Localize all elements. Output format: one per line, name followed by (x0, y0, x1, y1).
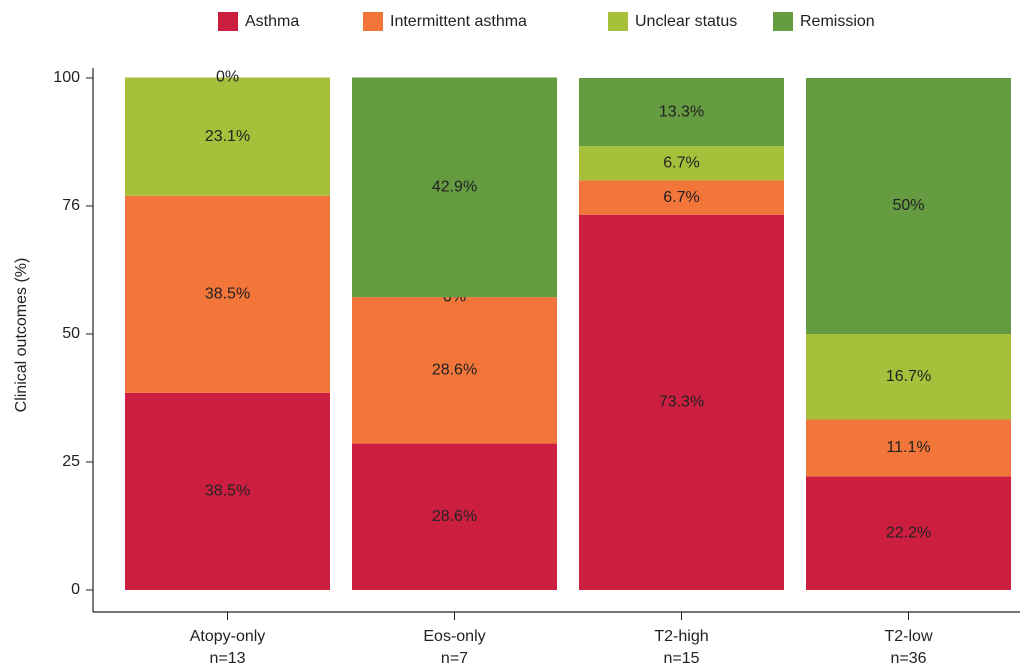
bar-segment (579, 78, 784, 147)
data-label: 28.6% (432, 362, 477, 379)
data-label: 23.1% (205, 128, 250, 145)
x-tick-label: Atopy-only (190, 628, 266, 645)
bar-segment (806, 334, 1011, 420)
data-label: 0% (216, 69, 239, 86)
bar-segment (806, 78, 1011, 334)
legend-swatch (608, 12, 628, 31)
bar-segment (352, 297, 557, 444)
data-label: 13.3% (659, 103, 704, 120)
y-tick-label: 100 (53, 69, 80, 86)
data-label: 22.2% (886, 524, 931, 541)
bar-segment (579, 146, 784, 181)
bar-segment (352, 77, 557, 298)
bar-segment (579, 180, 784, 215)
bar-segment (125, 392, 330, 590)
legend-label: Asthma (245, 13, 299, 30)
data-label: 28.6% (432, 508, 477, 525)
x-tick-count: n=15 (663, 650, 699, 667)
y-tick-label: 25 (62, 453, 80, 470)
y-tick-label: 0 (71, 581, 80, 598)
bar-segment (352, 443, 557, 590)
data-label: 38.5% (205, 286, 250, 303)
data-label: 42.9% (432, 179, 477, 196)
legend-label: Remission (800, 13, 875, 30)
data-label: 11.1% (886, 439, 930, 456)
bar-segment (579, 214, 784, 591)
data-label: 50% (892, 197, 924, 214)
legend-label: Intermittent asthma (390, 13, 527, 30)
data-label: 6.7% (663, 189, 699, 206)
legend-swatch (363, 12, 383, 31)
legend-swatch (218, 12, 238, 31)
bar-segment (806, 476, 1011, 590)
data-label: 73.3% (659, 394, 704, 411)
x-tick-label: Eos-only (423, 628, 485, 645)
legend-label: Unclear status (635, 13, 737, 30)
y-tick-label: 50 (62, 325, 80, 342)
x-tick-count: n=36 (890, 650, 926, 667)
y-axis-label: Clinical outcomes (%) (13, 258, 30, 413)
bar-segment (125, 195, 330, 393)
x-tick-count: n=13 (209, 650, 245, 667)
data-label: 6.7% (663, 154, 699, 171)
x-tick-label: T2-low (884, 628, 932, 645)
data-label: 16.7% (886, 368, 931, 385)
bar-segment (125, 77, 330, 196)
x-tick-count: n=7 (441, 650, 468, 667)
bar-segment (806, 419, 1011, 477)
legend-swatch (773, 12, 793, 31)
x-tick-label: T2-high (654, 628, 708, 645)
data-label: 38.5% (205, 483, 250, 500)
y-tick-label: 76 (62, 197, 80, 214)
